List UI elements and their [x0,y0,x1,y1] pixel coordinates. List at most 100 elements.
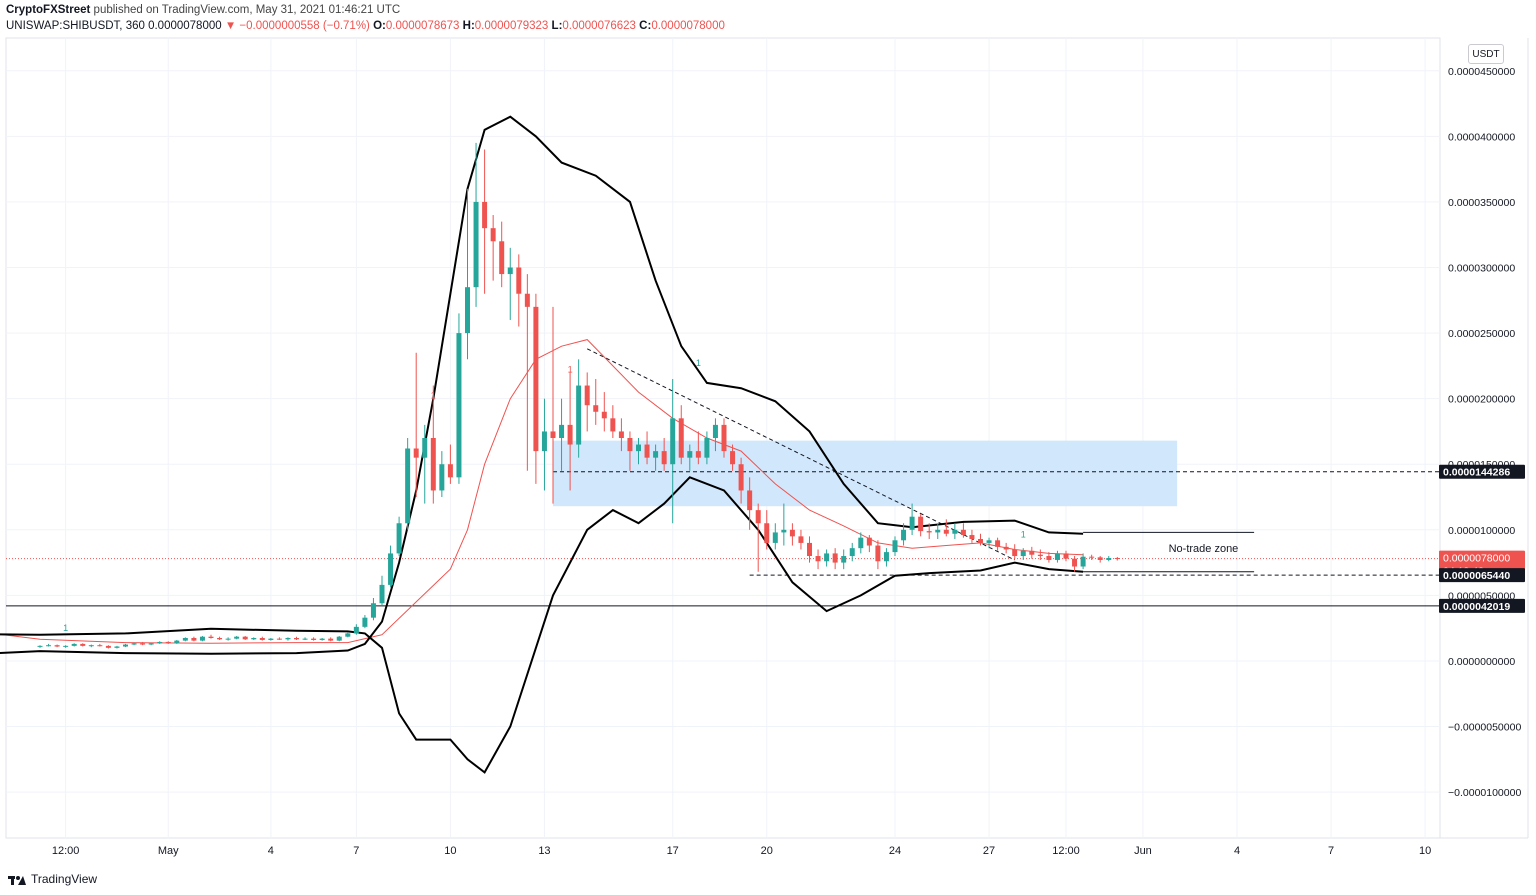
descending-trendline [586,348,1015,561]
candle-body [1072,558,1078,567]
candle-body [37,645,43,647]
high-value: 0.0000079323 [474,20,549,32]
candle-body [738,464,744,491]
candle-body [199,636,205,641]
x-tick-label: 10 [1419,845,1431,857]
candle-body [978,538,983,543]
candle-body [832,553,838,563]
candle-body [1037,554,1043,557]
candle-body [516,267,522,294]
candle-body [1003,546,1009,550]
candle-body [670,418,676,465]
symbol-name[interactable]: UNISWAP:SHIBUSDT, 360 [6,20,145,32]
bollinger-bands-layer [0,115,1084,774]
x-tick-label: 17 [667,845,679,857]
x-tick-label: Jun [1134,845,1152,857]
candle-body [943,529,949,534]
candle-body [541,431,547,452]
price-axis-label: 0.0000065440 [1443,570,1510,582]
candle-body [499,241,505,275]
no-trade-zone-label: No-trade zone [1169,543,1239,555]
candle-body [165,641,171,644]
candle-body [71,643,77,646]
x-tick-label: 12:00 [1052,845,1080,857]
candle-body [721,424,727,452]
publish-info: published on TradingView.com, May 31, 20… [90,4,401,16]
candle-body [379,584,385,604]
candle-body [747,490,753,511]
candle-body [251,638,257,640]
candle-body [336,636,342,641]
candle-body [524,293,530,307]
low-value: 0.0000076623 [562,20,636,32]
price-change: ▼ −0.0000000558 (−0.71%) [224,20,370,32]
candle-body [242,636,248,640]
close-value: 0.0000078000 [651,20,725,32]
candle-body [447,464,453,478]
chart-grid [5,37,1529,839]
candle-body [456,333,462,478]
candle-body [507,267,513,275]
candle-body [157,641,163,644]
candle-body [764,523,770,543]
price-axis-label: 0.0000042019 [1443,601,1510,613]
currency-button[interactable]: USDT [1468,44,1504,64]
candle-body [841,556,847,563]
candle-body [1080,556,1086,567]
candle-body [918,516,924,532]
price-axis-label-bg [1439,464,1525,479]
candle-body [584,385,590,406]
candle-body [191,638,197,641]
signal-marker: 1 [1021,530,1026,540]
candle-body [849,548,855,557]
close-label: C: [639,20,652,32]
candle-body [678,418,684,458]
candle-body [114,646,120,648]
y-tick-label: 0.0000250000 [1448,328,1515,340]
candle-body [593,405,599,412]
candle-body [627,438,633,452]
candle-body [1063,553,1069,559]
y-tick-label: 0.0000350000 [1448,197,1515,209]
candle-body [1029,550,1035,555]
footer-brand[interactable]: TradingView [8,870,97,888]
candle-body [208,636,214,638]
x-tick-label: 4 [268,845,274,857]
candle-body [1089,556,1095,558]
bollinger-band-upper-line [0,115,1084,655]
publish-line: CryptoFXStreet published on TradingView.… [6,2,1506,18]
candle-body [1114,558,1120,559]
candle-body [490,228,496,242]
candle-body [875,545,881,562]
candle-body [935,529,941,533]
price-axis-label-bg [1439,568,1525,583]
signal-marker: 1 [63,623,68,633]
open-label: O: [373,20,386,32]
candle-body [576,385,582,445]
candle-body [217,638,223,640]
candle-body [1012,549,1018,557]
candle-body [353,626,359,634]
candle-body [712,424,718,438]
author-name[interactable]: CryptoFXStreet [6,4,91,16]
candle-body [259,638,265,640]
tradingview-logo-icon [8,873,26,885]
candle-body [311,638,317,640]
candle-body [1020,550,1026,557]
candle-body [465,287,470,334]
x-tick-label: 7 [353,845,359,857]
ohlc-line: UNISWAP:SHIBUSDT, 360 0.0000078000 ▼ −0.… [6,18,1506,34]
signal-marker: 1 [431,391,436,401]
candle-body [396,523,402,554]
candle-body [824,553,830,562]
candle-body [174,640,180,644]
candle-body [909,516,915,530]
low-label: L: [551,20,563,32]
candle-body [601,411,607,419]
axes-layer: 0.0000450000 0.0000400000 0.0000350000 0.00… [52,66,1525,857]
candle-body [755,510,761,524]
candle-body [294,638,299,640]
candle-body [883,552,889,562]
candle-body [131,643,137,645]
